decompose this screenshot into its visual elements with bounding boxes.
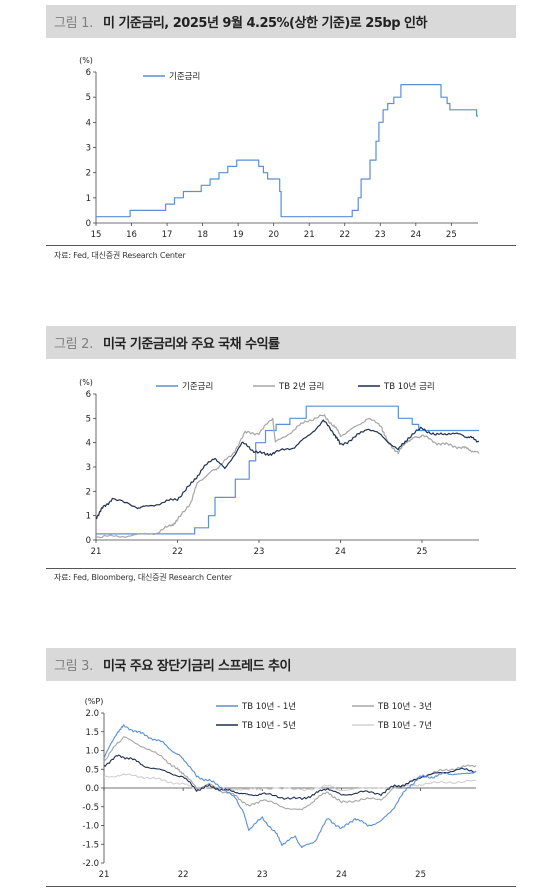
y-tick-label: 5 (86, 93, 91, 103)
series-line-3 (95, 419, 480, 520)
chart1-fig-label: 그림 1. (54, 16, 93, 31)
x-tick-label: 22 (178, 870, 189, 880)
x-tick-label: 17 (162, 230, 173, 240)
x-tick-label: 25 (415, 870, 426, 880)
series-line-2 (95, 414, 480, 539)
chart2-source: 자료: Fed, Bloomberg, 대신증권 Research Center (54, 573, 232, 582)
y-tick-label: 1 (86, 194, 91, 204)
chart3-rule (46, 886, 516, 887)
y-tick-label: 1.5 (85, 728, 99, 738)
x-tick-label: 24 (335, 547, 346, 557)
chart2-title: 미국 기준금리와 주요 국채 수익률 (102, 337, 280, 352)
y-tick-label: 2 (86, 169, 91, 179)
chart3-title: 미국 주요 장단기금리 스프레드 추이 (102, 659, 292, 674)
chart1-rule (46, 245, 516, 246)
chart2-rule (46, 568, 516, 569)
x-tick-label: 18 (197, 230, 208, 240)
x-tick-label: 22 (339, 230, 350, 240)
x-tick-label: 15 (91, 230, 102, 240)
chart2-header: 그림 2. 미국 기준금리와 주요 국채 수익률 (46, 326, 516, 359)
y-tick-label: -2.0 (82, 859, 99, 869)
chart1-header: 그림 1. 미 기준금리, 2025년 9월 4.25%(상한 기준)로 25b… (46, 5, 516, 38)
chart2-fig-label: 그림 2. (54, 337, 93, 352)
y-tick-label: 5 (86, 414, 91, 424)
legend-label-3: TB 10년 금리 (383, 381, 435, 392)
y-tick-label: 1.0 (85, 747, 99, 757)
y-tick-label: 4 (86, 439, 91, 449)
y-tick-label: 6 (86, 68, 91, 78)
x-tick-label: 23 (254, 547, 265, 557)
y-tick-label: 4 (86, 118, 91, 128)
chart1-title: 미 기준금리, 2025년 9월 4.25%(상한 기준)로 25bp 인하 (102, 16, 427, 31)
series-line-3 (103, 754, 477, 800)
x-tick-label: 25 (417, 547, 428, 557)
y-tick-label: 0.0 (85, 784, 99, 794)
x-tick-label: 20 (268, 230, 279, 240)
x-tick-label: 23 (257, 870, 268, 880)
y-tick-label: 3 (86, 463, 91, 473)
legend-label-2: TB 10년 - 3년 (377, 701, 432, 712)
x-tick-label: 24 (410, 230, 421, 240)
legend-label-4: TB 10년 - 7년 (377, 720, 432, 731)
legend-label-1: 기준금리 (182, 382, 213, 392)
legend-label-3: TB 10년 - 5년 (241, 720, 296, 731)
series-line-1 (96, 84, 478, 218)
chart3-fig-label: 그림 3. (54, 659, 93, 674)
x-tick-label: 21 (91, 547, 102, 557)
y-tick-label: 1 (86, 512, 91, 522)
y-unit-label: (%) (79, 378, 93, 387)
chart1-source: 자료: Fed, 대신증권 Research Center (54, 251, 186, 260)
chart3-svg: 2.0 1.5 1.0 0.5 0.0 -0.5 -1.0 -1.5 -2.0 (%P) 21 22 2… (82, 697, 477, 880)
y-tick-label: 3 (86, 144, 91, 154)
x-tick-label: 21 (304, 230, 315, 240)
series-line-1 (96, 405, 479, 535)
x-tick-label: 23 (375, 230, 386, 240)
legend-label-1: TB 10년 - 1년 (241, 701, 296, 712)
y-tick-label: -0.5 (82, 803, 99, 813)
chart3-header: 그림 3. 미국 주요 장단기금리 스프레드 추이 (46, 648, 516, 681)
y-tick-label: 0 (86, 536, 91, 546)
y-unit-label: (%P) (85, 697, 104, 706)
series-line-1 (103, 724, 477, 849)
y-tick-label: -1.0 (82, 822, 99, 832)
x-tick-label: 25 (446, 230, 457, 240)
y-tick-label: 0.5 (85, 765, 99, 775)
y-tick-label: 6 (86, 390, 91, 400)
x-tick-label: 22 (172, 547, 183, 557)
y-tick-label: -1.5 (82, 840, 99, 850)
x-tick-label: 21 (99, 870, 110, 880)
y-tick-label: 2 (86, 487, 91, 497)
x-tick-label: 16 (126, 230, 137, 240)
x-tick-label: 24 (336, 870, 347, 880)
y-tick-label: 0 (86, 219, 91, 229)
x-tick-label: 19 (233, 230, 244, 240)
y-tick-label: 2.0 (85, 709, 99, 719)
y-unit-label: (%) (79, 56, 93, 65)
legend-label-1: 기준금리 (169, 72, 200, 82)
legend-label-2: TB 2년 금리 (278, 381, 324, 392)
